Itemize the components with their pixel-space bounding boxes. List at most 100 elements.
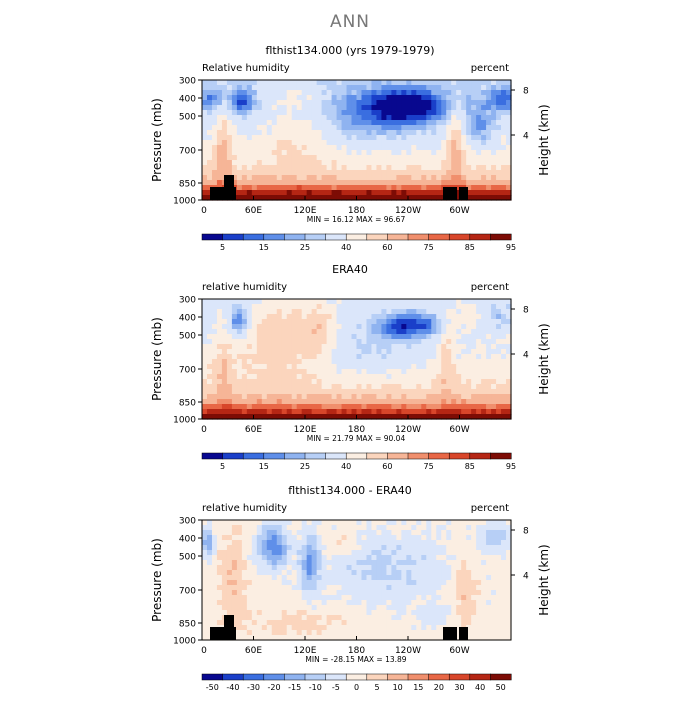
contour-cell: [366, 334, 373, 340]
contour-cell: [296, 585, 303, 591]
contour-cell: [441, 354, 447, 360]
contour-cell: [296, 605, 303, 611]
contour-cell: [346, 110, 353, 116]
contour-cell: [456, 150, 462, 156]
contour-cell: [206, 105, 213, 111]
contour-cell: [301, 309, 308, 315]
contour-cell: [406, 349, 412, 355]
contour-cell: [281, 90, 288, 96]
contour-cell: [496, 160, 502, 166]
contour-cell: [241, 369, 248, 375]
contour-cell: [271, 190, 278, 196]
contour-cell: [426, 110, 432, 116]
contour-cell: [456, 540, 462, 546]
contour-cell: [256, 185, 263, 191]
contour-cell: [276, 409, 283, 415]
contour-cell: [331, 369, 338, 375]
contour-cell: [446, 170, 452, 176]
contour-cell: [261, 379, 268, 385]
contour-cell: [226, 580, 233, 586]
contour-cell: [486, 324, 492, 330]
contour-cell: [506, 409, 512, 415]
contour-cell: [266, 620, 273, 626]
contour-cell: [466, 379, 472, 385]
contour-cell: [496, 540, 502, 546]
contour-cell: [436, 105, 442, 111]
contour-cell: [236, 369, 243, 375]
contour-cell: [491, 404, 497, 410]
contour-cell: [286, 635, 293, 641]
contour-cell: [386, 110, 392, 116]
contour-cell: [441, 560, 447, 566]
contour-cell: [421, 635, 427, 641]
contour-cell: [346, 384, 353, 390]
contour-cell: [481, 399, 487, 405]
contour-cell: [246, 550, 253, 556]
contour-cell: [471, 635, 477, 641]
contour-cell: [281, 590, 288, 596]
contour-cell: [326, 409, 333, 415]
contour-cell: [476, 354, 482, 360]
contour-cell: [236, 530, 243, 536]
contour-cell: [486, 120, 492, 126]
contour-cell: [331, 339, 338, 345]
contour-cell: [466, 369, 472, 375]
contour-cell: [361, 535, 368, 541]
contour-cell: [421, 590, 427, 596]
contour-cell: [421, 314, 427, 320]
contour-cell: [476, 314, 482, 320]
contour-cell: [241, 570, 248, 576]
contour-cell: [351, 90, 358, 96]
contour-cell: [471, 329, 477, 335]
contour-cell: [496, 615, 502, 621]
contour-cell: [281, 635, 288, 641]
contour-cell: [281, 545, 288, 551]
contour-cell: [501, 389, 507, 395]
contour-cell: [256, 615, 263, 621]
contour-cell: [441, 369, 447, 375]
contour-cell: [446, 334, 452, 340]
topography-mask: [210, 175, 468, 200]
contour-cell: [251, 535, 258, 541]
contour-cell: [271, 394, 278, 400]
contour-cell: [406, 339, 412, 345]
contour-cell: [391, 349, 397, 355]
contour-cell: [281, 525, 288, 531]
contour-cell: [431, 120, 437, 126]
contour-cell: [461, 590, 467, 596]
contour-cell: [421, 329, 427, 335]
contour-cell: [216, 180, 223, 186]
contour-cell: [231, 369, 238, 375]
contour-cell: [316, 324, 323, 330]
contour-cell: [391, 359, 397, 365]
contour-cell: [476, 130, 482, 136]
contour-cell: [381, 585, 387, 591]
contour-cell: [471, 110, 477, 116]
contour-cell: [251, 620, 258, 626]
contour-cell: [461, 409, 467, 415]
contour-cell: [471, 409, 477, 415]
contour-cell: [401, 100, 407, 106]
contour-cell: [276, 565, 283, 571]
contour-cell: [481, 530, 487, 536]
contour-cell: [346, 125, 353, 131]
contour-cell: [496, 105, 502, 111]
contour-cell: [336, 560, 343, 566]
contour-cell: [276, 560, 283, 566]
contour-cell: [351, 555, 358, 561]
contour-cell: [496, 120, 502, 126]
contour-cell: [291, 364, 298, 370]
contour-cell: [466, 145, 472, 151]
contour-cell: [416, 600, 422, 606]
contour-cell: [291, 344, 298, 350]
contour-cell: [221, 610, 228, 616]
contour-cell: [441, 379, 447, 385]
contour-cell: [376, 339, 383, 345]
contour-cell: [366, 359, 373, 365]
contour-cell: [246, 344, 253, 350]
contour-cell: [356, 580, 363, 586]
contour-cell: [341, 565, 348, 571]
contour-cell: [246, 615, 253, 621]
contour-cell: [406, 85, 412, 91]
contour-cell: [271, 155, 278, 161]
